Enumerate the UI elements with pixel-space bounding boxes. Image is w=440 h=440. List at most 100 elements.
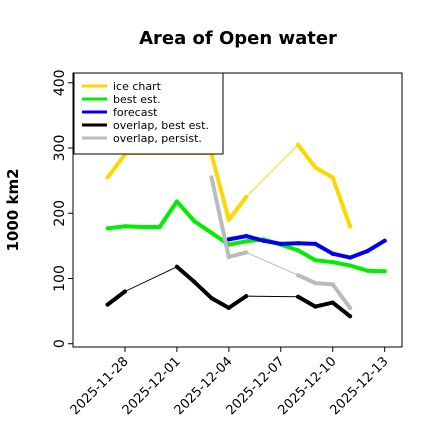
data-point (105, 226, 110, 231)
data-point (296, 273, 301, 278)
data-point (244, 239, 249, 244)
data-point (348, 305, 353, 310)
data-point (330, 282, 335, 287)
series-segment (330, 175, 353, 229)
data-point (209, 230, 214, 235)
series-segment (313, 165, 335, 180)
series-segment (226, 250, 249, 259)
data-point (140, 225, 145, 229)
plot-frame (72, 72, 403, 348)
chart-title: Area of Open water (139, 28, 337, 49)
series-overlap-persist (209, 175, 353, 310)
data-point (296, 241, 301, 246)
series-segment (124, 266, 178, 292)
legend-label: overlap, best est. (113, 119, 209, 132)
data-point (313, 258, 318, 263)
series-layer (105, 142, 387, 319)
data-point (244, 294, 249, 299)
series-overlap-best-est (105, 264, 353, 319)
y-tick-label: 200 (52, 200, 68, 227)
data-point (296, 294, 301, 299)
legend-label: ice chart (113, 80, 162, 93)
series-segment (226, 195, 249, 222)
series-segment (192, 279, 214, 301)
legend-item-best-est: best est. (82, 93, 161, 106)
data-point (122, 289, 127, 294)
series-segment (296, 248, 318, 263)
data-point (226, 217, 231, 222)
data-point (330, 300, 335, 305)
series-segment (174, 264, 197, 284)
data-point (348, 314, 353, 319)
series-segment (365, 238, 387, 254)
series-segment (313, 241, 335, 256)
y-tick-label: 0 (52, 339, 68, 348)
data-point (209, 296, 214, 301)
series-segment (348, 263, 370, 273)
data-point (382, 238, 387, 243)
legend-item-overlap-best-est: overlap, best est. (82, 119, 209, 132)
series-segment (313, 300, 335, 309)
legend-item-ice-chart: ice chart (82, 80, 162, 93)
series-segment (313, 258, 335, 265)
series-segment (105, 224, 127, 231)
series-segment (245, 295, 299, 298)
series-segment (209, 296, 231, 310)
series-segment (226, 234, 249, 242)
data-point (278, 241, 283, 246)
series-segment (330, 282, 353, 310)
series-segment (245, 251, 299, 276)
data-point (313, 281, 318, 286)
data-point (192, 219, 197, 224)
series-ice-chart (105, 142, 353, 229)
data-point (157, 225, 162, 229)
y-tick-label: 100 (52, 265, 68, 292)
data-point (226, 255, 231, 259)
data-point (348, 263, 353, 268)
series-segment (365, 268, 387, 274)
data-point (365, 268, 370, 273)
legend-label: forecast (113, 106, 158, 119)
data-point (244, 195, 249, 199)
data-point (261, 238, 266, 243)
series-segment (330, 260, 353, 268)
data-point (105, 175, 110, 180)
series-segment (296, 294, 318, 309)
series-segment (296, 241, 318, 246)
legend-item-overlap-persist: overlap, persist. (82, 132, 202, 145)
y-tick-label: 300 (52, 135, 68, 162)
series-segment (296, 142, 318, 170)
x-axis-ticks: 2025-11-282025-12-012025-12-042025-12-07… (68, 347, 392, 418)
data-point (192, 279, 197, 284)
series-segment (330, 251, 353, 260)
data-point (313, 241, 318, 246)
series-segment (105, 289, 127, 307)
data-point (330, 251, 335, 256)
data-point (174, 199, 179, 204)
data-point (105, 302, 110, 307)
series-segment (330, 300, 353, 319)
data-point (122, 224, 127, 229)
series-segment (244, 234, 266, 243)
series-segment (296, 273, 318, 286)
series-segment (278, 241, 301, 246)
data-point (313, 165, 318, 170)
series-segment (157, 199, 179, 229)
data-point (244, 250, 249, 255)
y-axis-ticks: 0 100 200 300 400 (52, 69, 73, 348)
data-point (209, 175, 214, 180)
series-forecast (226, 234, 387, 260)
series-segment (226, 294, 249, 310)
series-segment (209, 152, 231, 222)
series-segment (209, 175, 231, 259)
data-point (313, 304, 318, 309)
data-point (348, 224, 353, 229)
series-segment (122, 224, 145, 229)
data-point (382, 269, 387, 274)
data-point (296, 248, 301, 253)
legend-item-forecast: forecast (82, 106, 158, 119)
series-segment (174, 199, 197, 224)
